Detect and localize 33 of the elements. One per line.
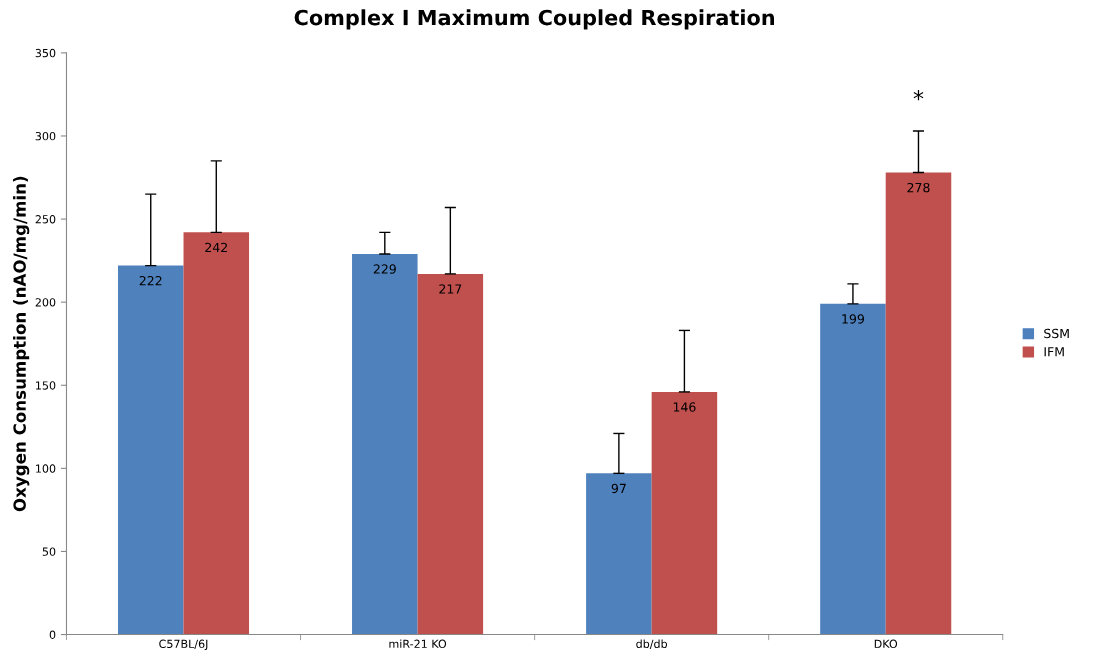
data-label: 146 — [673, 402, 696, 412]
bar — [352, 253, 418, 635]
bar — [586, 473, 652, 635]
y-tick-label: 150 — [36, 381, 56, 390]
bar — [417, 273, 484, 635]
legend-label: SSM — [1044, 328, 1069, 339]
bar — [820, 303, 886, 635]
x-tick-label: miR-21 KO — [389, 639, 447, 649]
x-tick-label: DKO — [874, 639, 898, 649]
y-tick-label: 350 — [35, 48, 56, 58]
data-label: 199 — [842, 314, 864, 324]
bar — [183, 232, 250, 635]
y-tick-label: 300 — [35, 131, 56, 141]
x-tick-label: db/db — [636, 639, 668, 649]
data-label: 242 — [205, 242, 227, 252]
y-tick-label: 200 — [35, 298, 56, 307]
y-tick-label: 50 — [42, 547, 56, 556]
bar — [117, 265, 184, 635]
data-label: 278 — [907, 182, 930, 193]
chart-title: Complex I Maximum Coupled Respiration — [294, 9, 774, 30]
data-label: 217 — [439, 284, 462, 294]
y-axis-title: Oxygen Consumption (nAO/mg/min) — [13, 176, 30, 512]
legend-label: IFM — [1044, 347, 1064, 357]
bar — [651, 391, 718, 635]
y-tick-label: 250 — [35, 215, 56, 224]
bar — [885, 172, 952, 635]
annotation: * — [913, 90, 924, 101]
data-label: 229 — [373, 264, 396, 274]
data-label: 222 — [139, 275, 162, 286]
data-label: 97 — [611, 483, 626, 494]
x-tick-label: C57BL/6J — [159, 639, 208, 651]
y-tick-label: 100 — [36, 464, 56, 473]
y-tick-label: 0 — [49, 630, 56, 639]
